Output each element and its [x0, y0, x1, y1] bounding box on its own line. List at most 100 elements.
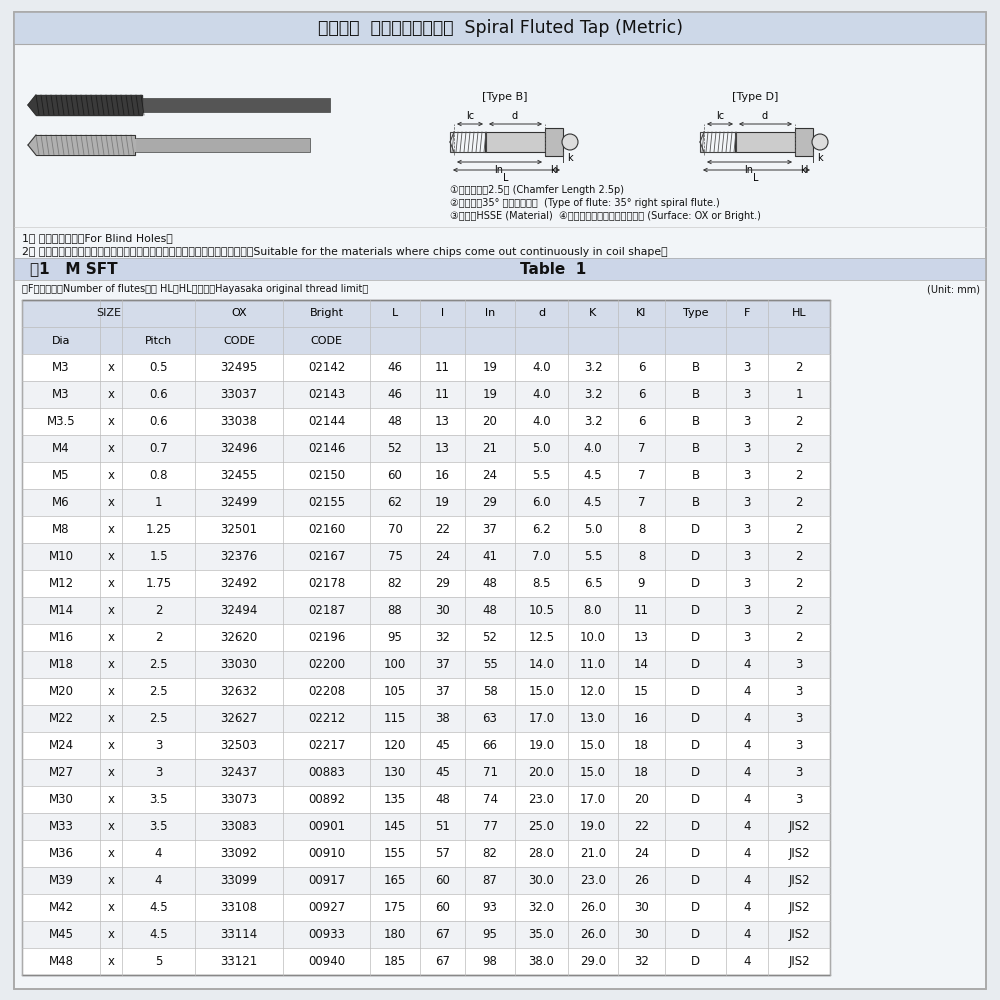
Text: M3: M3: [52, 388, 70, 401]
Text: JIS2: JIS2: [788, 901, 810, 914]
Text: x: x: [108, 928, 114, 941]
Text: 3.5: 3.5: [149, 820, 168, 833]
Text: B: B: [691, 388, 700, 401]
Text: 95: 95: [483, 928, 497, 941]
Bar: [22, 408, 830, 435]
Text: 24: 24: [634, 847, 649, 860]
Text: x: x: [108, 550, 114, 563]
Text: x: x: [108, 496, 114, 509]
Text: 15.0: 15.0: [580, 739, 606, 752]
Text: 11: 11: [435, 388, 450, 401]
Text: x: x: [108, 739, 114, 752]
Text: 00940: 00940: [308, 955, 345, 968]
Text: D: D: [691, 685, 700, 698]
Bar: [22, 327, 830, 354]
Bar: [22, 516, 830, 543]
Text: CODE: CODE: [223, 336, 255, 346]
Text: L: L: [753, 173, 759, 183]
Text: 6: 6: [638, 361, 645, 374]
Text: 7: 7: [638, 496, 645, 509]
Text: 155: 155: [384, 847, 406, 860]
Text: 32437: 32437: [220, 766, 258, 779]
Bar: [22, 651, 830, 678]
Text: 32492: 32492: [220, 577, 258, 590]
Text: (Unit: mm): (Unit: mm): [927, 284, 980, 294]
Text: D: D: [691, 523, 700, 536]
Text: 5.5: 5.5: [532, 469, 551, 482]
Text: 75: 75: [388, 550, 402, 563]
Text: 88: 88: [388, 604, 402, 617]
Text: 32627: 32627: [220, 712, 258, 725]
Text: M42: M42: [48, 901, 74, 914]
Text: d: d: [762, 111, 768, 121]
Bar: [22, 597, 830, 624]
Text: 29.0: 29.0: [580, 955, 606, 968]
Text: M10: M10: [48, 550, 74, 563]
Text: 4: 4: [743, 928, 751, 941]
Bar: [22, 678, 830, 705]
Text: 02178: 02178: [308, 577, 345, 590]
Text: Table  1: Table 1: [520, 261, 586, 276]
Text: 1.5: 1.5: [149, 550, 168, 563]
Text: 4.0: 4.0: [532, 361, 551, 374]
Text: 18: 18: [634, 739, 649, 752]
Text: 3: 3: [743, 469, 751, 482]
Text: 4: 4: [743, 766, 751, 779]
Text: 18: 18: [634, 766, 649, 779]
Bar: [14, 12, 986, 44]
Text: M33: M33: [49, 820, 73, 833]
Text: Type: Type: [683, 308, 708, 318]
Text: 5.0: 5.0: [532, 442, 551, 455]
Text: 2: 2: [795, 604, 803, 617]
Text: 3: 3: [795, 712, 803, 725]
Circle shape: [562, 134, 578, 150]
Text: 33092: 33092: [220, 847, 258, 860]
Text: 02196: 02196: [308, 631, 345, 644]
Text: 02167: 02167: [308, 550, 345, 563]
Text: 32494: 32494: [220, 604, 258, 617]
Text: 4: 4: [743, 847, 751, 860]
Text: 11.0: 11.0: [580, 658, 606, 671]
Text: 32496: 32496: [220, 442, 258, 455]
Text: 3: 3: [155, 766, 162, 779]
Text: ln: ln: [485, 308, 495, 318]
Text: 32: 32: [634, 955, 649, 968]
Text: 3: 3: [155, 739, 162, 752]
Text: 表1   M SFT: 表1 M SFT: [30, 261, 118, 276]
Bar: [22, 894, 830, 921]
Text: x: x: [108, 658, 114, 671]
Text: 02200: 02200: [308, 658, 345, 671]
Text: 11: 11: [435, 361, 450, 374]
Text: 21: 21: [482, 442, 498, 455]
Text: 175: 175: [384, 901, 406, 914]
Text: lc: lc: [716, 111, 724, 121]
Text: M45: M45: [48, 928, 74, 941]
Text: 60: 60: [388, 469, 402, 482]
Text: K: K: [589, 308, 597, 318]
Text: F: F: [744, 308, 750, 318]
Text: 165: 165: [384, 874, 406, 887]
Text: 3: 3: [743, 442, 751, 455]
Bar: [22, 948, 830, 975]
Text: M8: M8: [52, 523, 70, 536]
Text: 32632: 32632: [220, 685, 258, 698]
Text: 2: 2: [795, 442, 803, 455]
Text: 38.0: 38.0: [529, 955, 554, 968]
Text: 1: 1: [155, 496, 162, 509]
Polygon shape: [28, 105, 36, 115]
Text: 02144: 02144: [308, 415, 345, 428]
Text: M16: M16: [48, 631, 74, 644]
Text: Bright: Bright: [310, 308, 344, 318]
Text: JIS2: JIS2: [788, 847, 810, 860]
Text: 6: 6: [638, 388, 645, 401]
Text: 10.5: 10.5: [528, 604, 554, 617]
Text: 9: 9: [638, 577, 645, 590]
Text: ③材質：HSSE (Material)  ④表面処理：ホモまたは無処理 (Surface: OX or Bright.): ③材質：HSSE (Material) ④表面処理：ホモまたは無処理 (Surf…: [450, 211, 761, 221]
Text: 19: 19: [435, 496, 450, 509]
Text: 45: 45: [435, 739, 450, 752]
Text: 120: 120: [384, 739, 406, 752]
Text: M3: M3: [52, 361, 70, 374]
Text: 67: 67: [435, 955, 450, 968]
Text: 2: 2: [155, 631, 162, 644]
Text: 3: 3: [743, 388, 751, 401]
